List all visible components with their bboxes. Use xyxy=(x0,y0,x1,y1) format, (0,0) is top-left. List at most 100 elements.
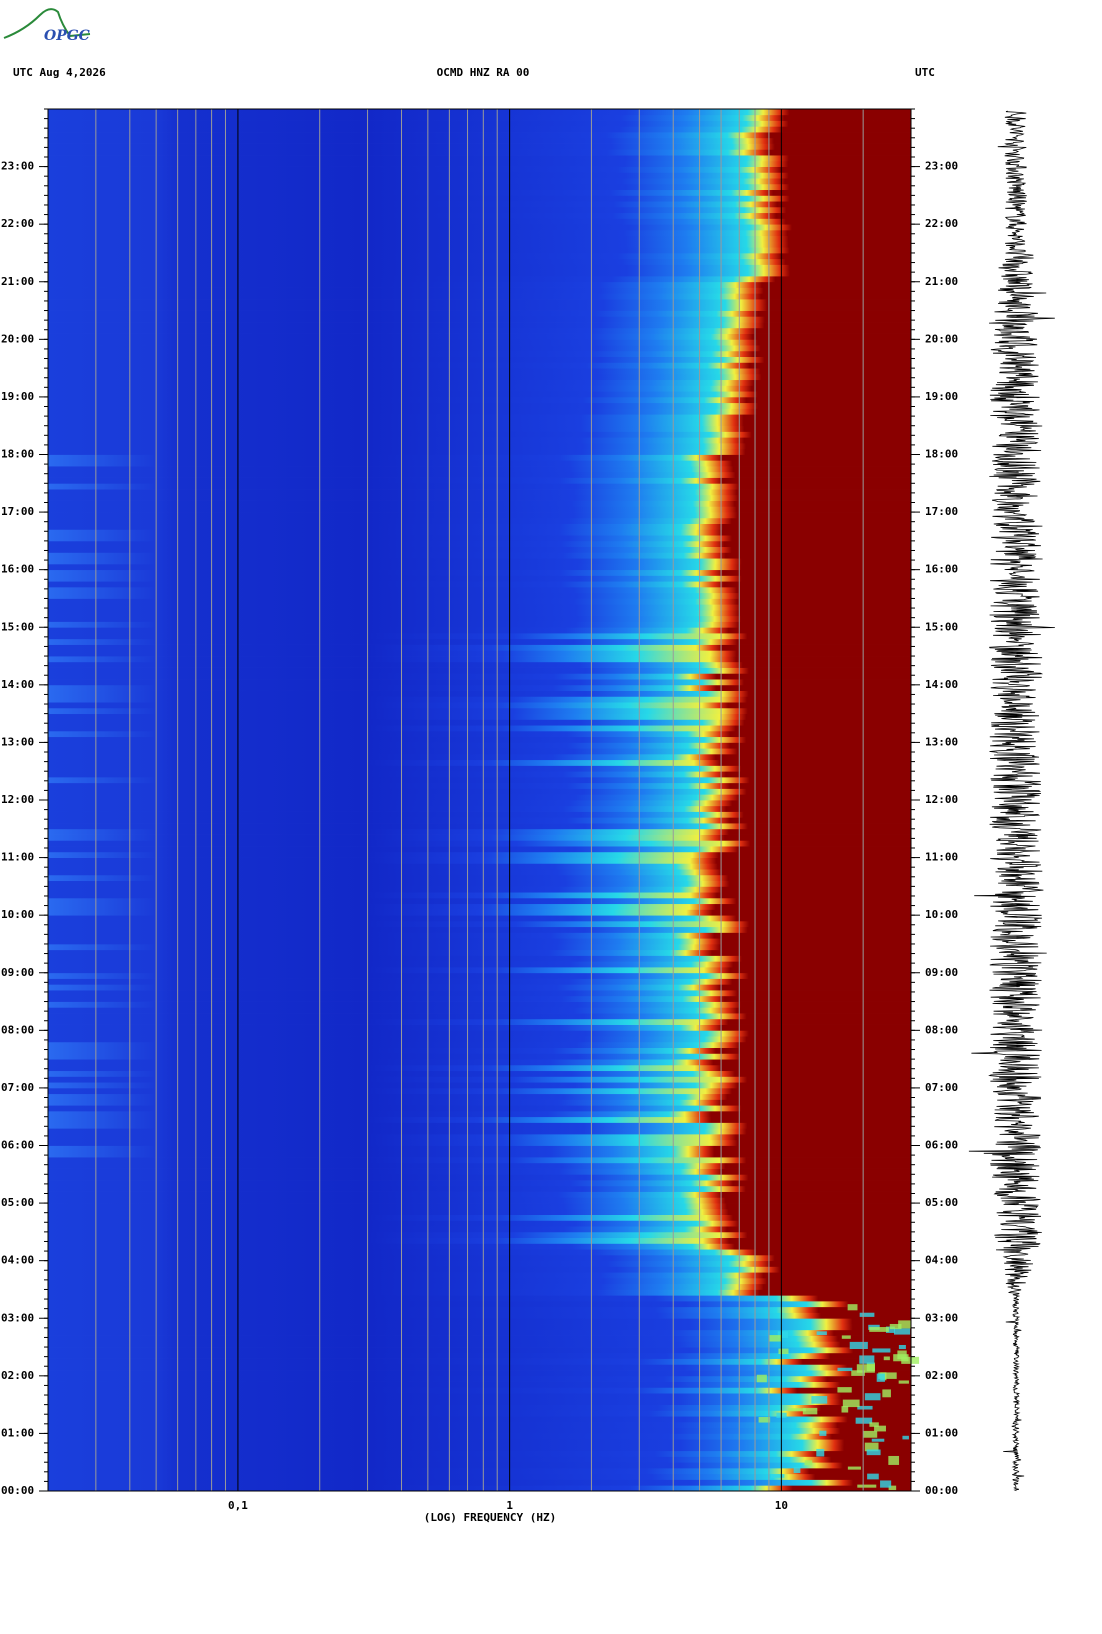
y-tick-label: 13:00 xyxy=(1,735,34,748)
spectrogram-row xyxy=(48,771,911,778)
spectrogram-row xyxy=(48,1416,911,1423)
spectrogram-row xyxy=(48,725,911,732)
spectrogram-patch xyxy=(856,1364,875,1373)
spectrogram-row xyxy=(48,258,911,265)
spectrogram-row xyxy=(48,575,911,582)
spectrogram-patch xyxy=(793,1467,801,1473)
spectrogram-row xyxy=(48,707,911,715)
spectrogram-row xyxy=(48,667,911,674)
spectrogram-row xyxy=(48,195,911,202)
spectrogram-row xyxy=(48,454,911,461)
spectrogram-patch xyxy=(880,1480,892,1488)
spectrogram-row xyxy=(48,736,911,743)
spectrogram-patch xyxy=(885,1326,895,1333)
spectrogram-row xyxy=(48,310,911,317)
y-tick-label: 12:00 xyxy=(1,793,34,806)
spectrogram-row xyxy=(48,1335,911,1342)
spectrogram-row xyxy=(48,333,911,340)
spectrogram-row xyxy=(48,1300,911,1308)
spectrogram-row xyxy=(48,362,911,369)
y-tick-label: 21:00 xyxy=(1,275,34,288)
spectrogram-row xyxy=(48,713,911,720)
spectrogram-row xyxy=(48,460,911,467)
y-tick-label: 23:00 xyxy=(925,160,958,173)
spectrogram-row xyxy=(48,471,911,478)
y-tick-label: 16:00 xyxy=(1,563,34,576)
spectrogram-row xyxy=(48,1306,911,1313)
y-tick-label: 18:00 xyxy=(1,448,34,461)
y-tick-label: 15:00 xyxy=(1,620,34,633)
spectrogram-patch xyxy=(841,1335,851,1339)
y-tick-label: 02:00 xyxy=(925,1369,958,1382)
spectrogram-patch xyxy=(756,1374,767,1383)
spectrogram-row xyxy=(48,995,911,1002)
spectrogram-row xyxy=(48,512,911,519)
spectrogram-row xyxy=(48,794,911,801)
spectrogram-patch xyxy=(758,1417,771,1423)
spectrogram-row xyxy=(48,448,911,455)
spectrogram-row xyxy=(48,149,911,156)
spectrogram-patch xyxy=(893,1328,911,1335)
spectrogram-patch xyxy=(851,1370,865,1376)
spectrogram-row xyxy=(48,846,911,853)
spectrogram-row xyxy=(48,229,911,237)
spectrogram-row xyxy=(48,972,911,979)
spectrogram-row xyxy=(48,1381,911,1388)
spectrogram-row xyxy=(48,851,911,858)
spectrogram-row xyxy=(48,132,911,139)
spectrogram-row xyxy=(48,1013,911,1020)
y-tick-label: 06:00 xyxy=(1,1139,34,1152)
spectrogram-row xyxy=(48,1312,911,1319)
spectrogram-row xyxy=(48,1122,911,1129)
spectrogram-row xyxy=(48,1099,911,1106)
y-tick-label: 09:00 xyxy=(925,966,958,979)
header-left: UTC Aug 4,2026 xyxy=(13,66,106,79)
spectrogram-row xyxy=(48,201,911,208)
spectrogram-row xyxy=(48,1041,911,1049)
spectrogram-row xyxy=(48,1324,911,1331)
spectrogram-row xyxy=(48,650,911,657)
spectrogram-row xyxy=(48,776,911,784)
spectrogram-patch xyxy=(847,1304,858,1311)
y-tick-label: 12:00 xyxy=(925,793,958,806)
spectrogram-row xyxy=(48,656,911,663)
spectrogram-row xyxy=(48,540,911,548)
spectrogram-row xyxy=(48,828,911,835)
spectrogram-row xyxy=(48,1243,911,1250)
spectrogram-row xyxy=(48,114,911,121)
y-tick-label: 22:00 xyxy=(1,217,34,230)
spectrogram-row xyxy=(48,172,911,179)
spectrogram-row xyxy=(48,1439,911,1446)
spectrogram-row xyxy=(48,869,911,876)
spectrogram-row xyxy=(48,765,911,772)
spectrogram-row xyxy=(48,966,911,974)
spectrogram-patch xyxy=(882,1389,891,1398)
x-axis-label: (LOG) FREQUENCY (HZ) xyxy=(424,1511,556,1524)
spectrogram-row xyxy=(48,949,911,956)
y-tick-label: 21:00 xyxy=(925,275,958,288)
spectrogram-row xyxy=(48,1467,911,1475)
spectrogram-row xyxy=(48,679,911,686)
spectrogram-row xyxy=(48,264,911,271)
spectrogram-row xyxy=(48,1364,911,1371)
spectrogram-patch xyxy=(878,1372,897,1379)
spectrogram-patch xyxy=(819,1430,827,1436)
y-tick-label: 10:00 xyxy=(1,908,34,921)
spectrogram-row xyxy=(48,1427,911,1434)
y-tick-label: 19:00 xyxy=(1,390,34,403)
spectrogram-row xyxy=(48,224,911,231)
spectrogram-row xyxy=(48,1203,911,1210)
spectrogram-row xyxy=(48,247,911,254)
spectrogram-row xyxy=(48,586,911,594)
spectrogram-row xyxy=(48,1018,911,1025)
y-tick-label: 19:00 xyxy=(925,390,958,403)
spectrogram-row xyxy=(48,863,911,870)
spectrogram-row xyxy=(48,834,911,841)
spectrogram-row xyxy=(48,270,911,277)
spectrogram-row xyxy=(48,373,911,381)
spectrogram-patch xyxy=(901,1356,920,1364)
spectrogram-row xyxy=(48,782,911,789)
spectrogram-patch xyxy=(855,1417,873,1424)
spectrogram-row xyxy=(48,402,911,409)
spectrogram-row xyxy=(48,356,911,363)
